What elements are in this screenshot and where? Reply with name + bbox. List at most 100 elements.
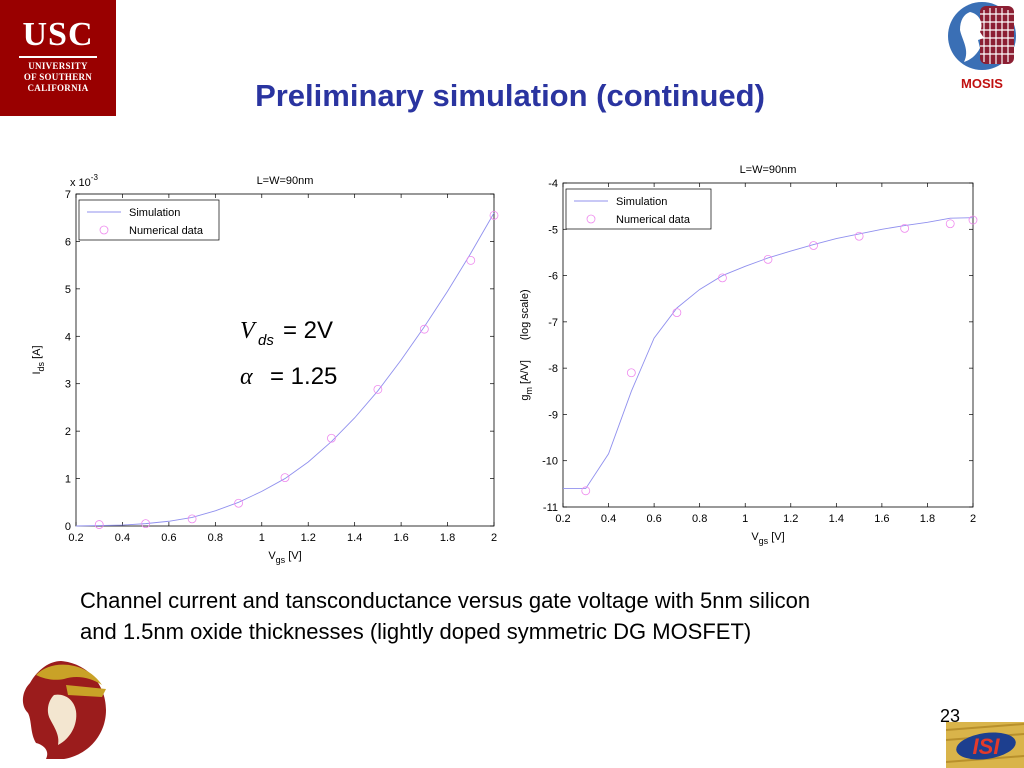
ids-x-tick-label: 1.2 bbox=[301, 532, 316, 544]
usc-logo-line2: OF SOUTHERN bbox=[23, 72, 93, 82]
ids-y-tick-label: 0 bbox=[65, 521, 71, 533]
gm-legend-box bbox=[565, 188, 712, 230]
usc-logo: USC UNIVERSITY OF SOUTHERN CALIFORNIA bbox=[0, 0, 116, 116]
usc-logo-rule bbox=[19, 56, 97, 58]
ids-y-multiplier: x 10-3 bbox=[70, 173, 98, 189]
caption-line-1: Channel current and tansconductance vers… bbox=[80, 588, 811, 613]
ids-x-tick-label: 1.6 bbox=[393, 532, 408, 544]
isi-text: ISI bbox=[973, 734, 1001, 759]
page-number: 23 bbox=[939, 706, 961, 726]
ids-y-tick-label: 3 bbox=[65, 379, 71, 391]
ids-x-tick-label: 1.4 bbox=[347, 532, 362, 544]
ids-x-tick-label: 0.2 bbox=[68, 532, 83, 544]
gm-legend-label: Numerical data bbox=[616, 214, 691, 226]
ids-data-point bbox=[419, 324, 429, 334]
gm-y-tick-label: -10 bbox=[542, 456, 558, 468]
ids-x-tick-label: 0.6 bbox=[161, 532, 176, 544]
gm-x-tick-label: 1.8 bbox=[920, 513, 935, 525]
gm-data-point bbox=[581, 486, 591, 496]
gm-data-point bbox=[968, 215, 978, 225]
ids-y-tick-label: 1 bbox=[65, 474, 71, 486]
gm-y-tick-label: -5 bbox=[548, 224, 558, 236]
ids-data-point bbox=[94, 520, 104, 529]
ids-data-point bbox=[327, 433, 336, 443]
ids-series-simulation-line bbox=[75, 212, 495, 527]
gm-y-tick-label: -7 bbox=[548, 317, 558, 329]
ids-plot-frame bbox=[75, 193, 495, 527]
mosis-grid-icon bbox=[980, 6, 1014, 64]
gm-x-tick-label: 1 bbox=[742, 513, 748, 525]
ids-x-tick-label: 0.4 bbox=[115, 532, 130, 544]
gm-y-tick-label: -4 bbox=[548, 178, 558, 190]
mosis-logo bbox=[948, 2, 1016, 70]
ids-data-point bbox=[187, 514, 197, 524]
ids-legend-label: Simulation bbox=[129, 207, 180, 219]
gm-legend-circle-swatch bbox=[586, 214, 596, 224]
usc-logo-line1: UNIVERSITY bbox=[28, 61, 88, 71]
gm-x-tick-label: 1.2 bbox=[783, 513, 798, 525]
ids-y-axis-label: Ids [A] bbox=[31, 345, 46, 374]
ids-data-point bbox=[280, 473, 290, 483]
gm-y-axis-label: gm [A/V](log scale) bbox=[519, 289, 534, 400]
gm-x-tick-label: 1.6 bbox=[874, 513, 889, 525]
ids-data-point bbox=[234, 498, 243, 508]
ids-data-point bbox=[141, 519, 151, 529]
usc-logo-text: USC bbox=[22, 16, 94, 53]
ids-y-tick-label: 5 bbox=[65, 284, 71, 296]
caption-line-2: and 1.5nm oxide thicknesses (lightly dop… bbox=[80, 619, 752, 644]
ids-x-tick-label: 0.8 bbox=[208, 532, 223, 544]
gm-data-point bbox=[718, 273, 727, 283]
ids-data-point bbox=[466, 255, 476, 265]
ids-x-axis-label: Vgs [V] bbox=[268, 550, 301, 565]
gm-x-axis-label: Vgs [V] bbox=[751, 531, 784, 546]
gm-x-tick-label: 0.4 bbox=[601, 513, 616, 525]
isi-logo: ISI bbox=[946, 722, 1024, 768]
gm-x-tick-label: 0.6 bbox=[646, 513, 661, 525]
gm-data-point bbox=[626, 368, 636, 378]
ids-x-tick-label: 1 bbox=[259, 532, 265, 544]
gm-data-point bbox=[945, 219, 955, 229]
ids-data-point bbox=[373, 385, 383, 394]
equation-alpha-rhs: = 1.25 bbox=[270, 363, 337, 390]
ids-y-tick-label: 4 bbox=[65, 331, 71, 343]
ids-legend-box bbox=[78, 199, 220, 241]
gm-legend-label: Simulation bbox=[616, 196, 667, 208]
ids-legend-circle-swatch bbox=[99, 225, 109, 235]
ids-y-tick-label: 6 bbox=[65, 236, 71, 248]
gm-x-tick-label: 1.4 bbox=[829, 513, 844, 525]
gm-series-simulation-line bbox=[563, 217, 974, 489]
gm-x-tick-label: 0.2 bbox=[555, 513, 570, 525]
gm-data-point bbox=[763, 254, 773, 264]
trojan-logo bbox=[22, 661, 106, 759]
gm-data-point bbox=[672, 308, 682, 318]
ids-x-tick-label: 1.8 bbox=[440, 532, 455, 544]
equation-vds-lhs: V bbox=[240, 318, 257, 344]
usc-logo-line3: CALIFORNIA bbox=[27, 83, 89, 93]
ids-data-point bbox=[489, 210, 499, 220]
gm-y-tick-label: -9 bbox=[548, 409, 558, 421]
equation-annotation: V ds = 2V α = 1.25 bbox=[240, 317, 337, 390]
equation-vds-sub: ds bbox=[258, 332, 274, 349]
mosis-face-icon bbox=[960, 12, 984, 62]
gm-y-tick-label: -6 bbox=[548, 271, 558, 283]
gm-y-tick-label: -8 bbox=[548, 363, 558, 375]
ids-y-tick-label: 7 bbox=[65, 189, 71, 201]
ids-chart-title: L=W=90nm bbox=[257, 175, 314, 187]
gm-chart: 0.2 0.4 0.6 0.8 1 1.2 1.4 1.6 1.8 2 -11 -10 -9 -8 -7 -6… bbox=[519, 164, 978, 546]
ids-legend-label: Numerical data bbox=[129, 225, 204, 237]
slide-caption: Channel current and tansconductance vers… bbox=[80, 585, 980, 647]
gm-data-point bbox=[854, 231, 864, 241]
gm-data-point bbox=[900, 223, 910, 233]
equation-alpha-lhs: α bbox=[240, 364, 253, 390]
ids-y-tick-label: 2 bbox=[65, 426, 71, 438]
ids-x-tick-label: 2 bbox=[491, 532, 497, 544]
trojan-face-icon bbox=[47, 694, 77, 745]
gm-x-tick-label: 2 bbox=[970, 513, 976, 525]
slide-title: Preliminary simulation (continued) bbox=[255, 78, 765, 113]
equation-vds-rhs: = 2V bbox=[283, 317, 333, 344]
ids-chart: 0.2 0.4 0.6 0.8 1 1.2 1.4 1.6 1.8 2 0 1 2 3 4 5 6 7 L=W=90… bbox=[31, 173, 499, 565]
mosis-label: MOSIS bbox=[961, 76, 1003, 91]
gm-x-tick-label: 0.8 bbox=[692, 513, 707, 525]
gm-data-point bbox=[809, 241, 818, 250]
